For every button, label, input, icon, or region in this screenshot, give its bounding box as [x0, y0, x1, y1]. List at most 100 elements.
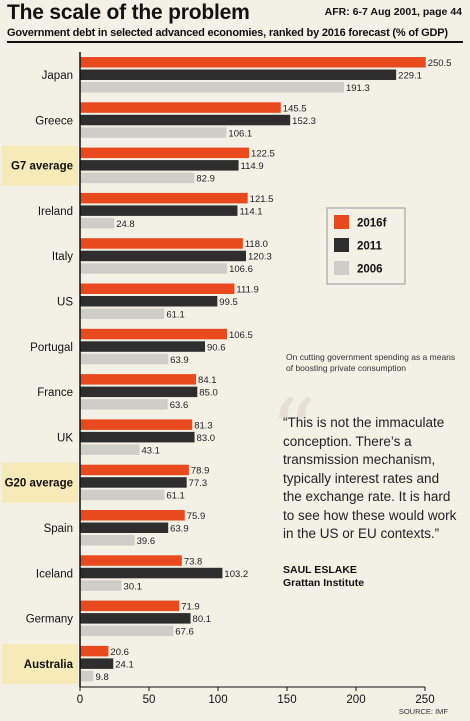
category-highlight [2, 643, 78, 684]
value-label: 120.3 [248, 252, 272, 263]
bar-2011 [80, 567, 223, 579]
category-label: G7 average [11, 161, 73, 173]
quote-line: in the US or EU contexts.” [283, 526, 440, 541]
quote-line: typically interest rates and [283, 470, 440, 486]
quote-line: “This is not the immaculate [283, 415, 445, 430]
bar-2006 [80, 217, 115, 229]
value-label: 30.1 [124, 581, 142, 592]
bar-2011 [80, 386, 198, 398]
bar-2006 [80, 263, 228, 274]
value-label: 106.5 [229, 330, 253, 341]
category-label: Japan [42, 70, 73, 82]
bar-2006 [80, 127, 227, 138]
bar-2016f [80, 510, 185, 521]
bar-2006 [80, 625, 174, 637]
bar-2016f [80, 147, 250, 159]
quote-attribution-org: Grattan Institute [283, 577, 365, 589]
quote-mark-decoration: “ [270, 380, 317, 485]
value-label: 43.1 [141, 445, 160, 456]
value-label: 103.2 [224, 569, 248, 580]
bar-2016f [80, 645, 109, 657]
bar-2011 [80, 114, 291, 126]
value-label: 229.1 [398, 71, 422, 82]
x-tick-label: 0 [77, 694, 83, 706]
value-label: 106.1 [228, 128, 252, 139]
category-highlight [2, 462, 78, 503]
category-label: Italy [52, 251, 73, 263]
bar-2011 [80, 431, 195, 443]
quote-attribution-name: SAUL ESLAKE [283, 564, 357, 576]
value-label: 63.9 [170, 355, 189, 366]
legend-swatch [334, 238, 349, 252]
bar-2016f [80, 238, 243, 249]
quote-line: transmission mechanism, [283, 452, 436, 467]
x-tick-label: 150 [277, 694, 296, 706]
bar-2011 [80, 613, 191, 624]
bar-2006 [80, 308, 165, 319]
x-tick-label: 100 [208, 694, 227, 706]
bar-2006 [80, 353, 169, 365]
value-label: 85.0 [199, 388, 218, 399]
bar-2016f [80, 555, 182, 566]
publication-note: AFR: 6-7 Aug 2001, page 44 [324, 6, 462, 18]
value-label: 77.3 [189, 478, 208, 489]
bar-2006 [80, 444, 140, 455]
category-label: Ireland [38, 206, 73, 218]
bar-2011 [80, 296, 218, 307]
bar-2006 [80, 172, 195, 184]
value-label: 145.5 [283, 103, 307, 114]
value-label: 75.9 [187, 511, 206, 522]
quote-context-note: On cutting government spending as a mean… [286, 352, 456, 373]
category-label: Spain [44, 523, 73, 535]
category-label: US [57, 297, 73, 309]
category-label: France [37, 387, 73, 399]
bar-2016f [80, 419, 193, 430]
data-source: SOURCE: IMF [398, 707, 448, 716]
legend-swatch [334, 261, 349, 275]
bar-2006 [80, 670, 94, 682]
chart-subtitle: Government debt in selected advanced eco… [7, 27, 463, 43]
category-label: G20 average [5, 478, 73, 490]
legend-swatch [334, 215, 349, 229]
legend-label: 2016f [357, 218, 387, 230]
value-label: 118.0 [245, 239, 268, 250]
category-label: UK [57, 432, 73, 444]
bar-2006 [80, 489, 165, 501]
x-tick-label: 250 [415, 694, 434, 706]
value-label: 80.1 [193, 614, 212, 625]
value-label: 81.3 [194, 420, 213, 431]
legend-label: 2011 [357, 241, 383, 253]
value-label: 67.6 [175, 627, 194, 638]
pull-quote: “This is not the immaculate conception. … [283, 414, 463, 544]
bar-2011 [80, 69, 397, 80]
bar-2011 [80, 522, 169, 533]
value-label: 20.6 [110, 647, 129, 658]
value-label: 61.1 [166, 310, 185, 321]
bar-2006 [80, 535, 135, 546]
value-label: 24.8 [116, 219, 135, 230]
bar-2011 [80, 205, 238, 216]
bar-2016f [80, 102, 281, 113]
bar-2011 [80, 160, 239, 171]
category-label: Australia [24, 659, 74, 671]
bar-2016f [80, 374, 197, 385]
value-label: 191.3 [346, 83, 370, 94]
bar-2011 [80, 341, 206, 352]
value-label: 114.1 [239, 206, 262, 217]
page-title: The scale of the problem [7, 1, 250, 24]
x-tick-label: 200 [346, 694, 365, 706]
value-label: 90.6 [207, 342, 226, 353]
bar-2011 [80, 658, 114, 669]
value-label: 121.5 [250, 194, 274, 205]
value-label: 99.5 [219, 297, 238, 308]
bar-2006 [80, 399, 168, 410]
category-label: Iceland [36, 568, 73, 580]
value-label: 114.9 [241, 161, 264, 172]
bar-2006 [80, 580, 122, 591]
bar-2016f [80, 283, 235, 294]
value-label: 122.5 [251, 149, 275, 160]
value-label: 71.9 [181, 602, 200, 613]
bar-2011 [80, 477, 187, 488]
bar-2016f [80, 192, 248, 204]
